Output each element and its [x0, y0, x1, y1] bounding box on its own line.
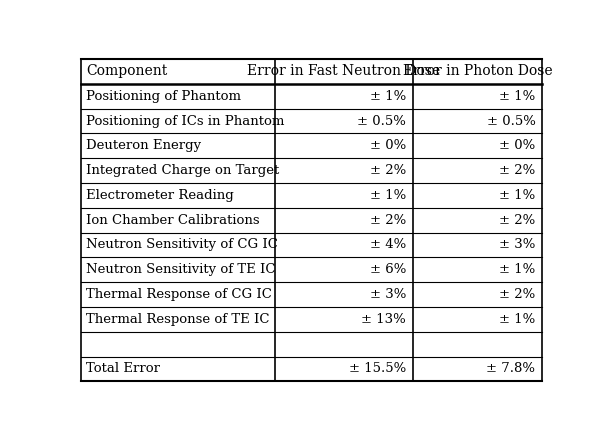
Text: ± 1%: ± 1%	[370, 90, 406, 103]
Text: ± 15.5%: ± 15.5%	[349, 362, 406, 375]
Text: Positioning of Phantom: Positioning of Phantom	[86, 90, 241, 103]
Text: ± 13%: ± 13%	[361, 313, 406, 326]
Text: ± 0.5%: ± 0.5%	[358, 115, 406, 127]
Text: ± 3%: ± 3%	[370, 288, 406, 301]
Text: Deuteron Energy: Deuteron Energy	[86, 140, 201, 152]
Text: ± 6%: ± 6%	[370, 263, 406, 276]
Text: Thermal Response of TE IC: Thermal Response of TE IC	[86, 313, 270, 326]
Text: Component: Component	[86, 65, 168, 78]
Text: Positioning of ICs in Phantom: Positioning of ICs in Phantom	[86, 115, 285, 127]
Text: ± 4%: ± 4%	[370, 238, 406, 252]
Text: Total Error: Total Error	[86, 362, 161, 375]
Text: Error in Photon Dose: Error in Photon Dose	[403, 65, 553, 78]
Text: ± 1%: ± 1%	[499, 263, 536, 276]
Text: ± 1%: ± 1%	[370, 189, 406, 202]
Text: ± 7.8%: ± 7.8%	[486, 362, 536, 375]
Text: ± 1%: ± 1%	[499, 313, 536, 326]
Text: ± 2%: ± 2%	[370, 164, 406, 177]
Text: ± 0%: ± 0%	[499, 140, 536, 152]
Text: ± 1%: ± 1%	[499, 189, 536, 202]
Text: Error in Fast Neutron Dose: Error in Fast Neutron Dose	[247, 65, 440, 78]
Text: Electrometer Reading: Electrometer Reading	[86, 189, 234, 202]
Text: ± 2%: ± 2%	[499, 288, 536, 301]
Text: ± 0.5%: ± 0.5%	[486, 115, 536, 127]
Text: ± 2%: ± 2%	[499, 164, 536, 177]
Text: Integrated Charge on Target: Integrated Charge on Target	[86, 164, 280, 177]
Text: Neutron Sensitivity of CG IC: Neutron Sensitivity of CG IC	[86, 238, 278, 252]
Text: Ion Chamber Calibrations: Ion Chamber Calibrations	[86, 214, 260, 227]
Text: ± 2%: ± 2%	[499, 214, 536, 227]
Text: Thermal Response of CG IC: Thermal Response of CG IC	[86, 288, 272, 301]
Text: ± 2%: ± 2%	[370, 214, 406, 227]
Text: Neutron Sensitivity of TE IC: Neutron Sensitivity of TE IC	[86, 263, 276, 276]
Text: ± 1%: ± 1%	[499, 90, 536, 103]
Text: ± 0%: ± 0%	[370, 140, 406, 152]
Text: ± 3%: ± 3%	[499, 238, 536, 252]
